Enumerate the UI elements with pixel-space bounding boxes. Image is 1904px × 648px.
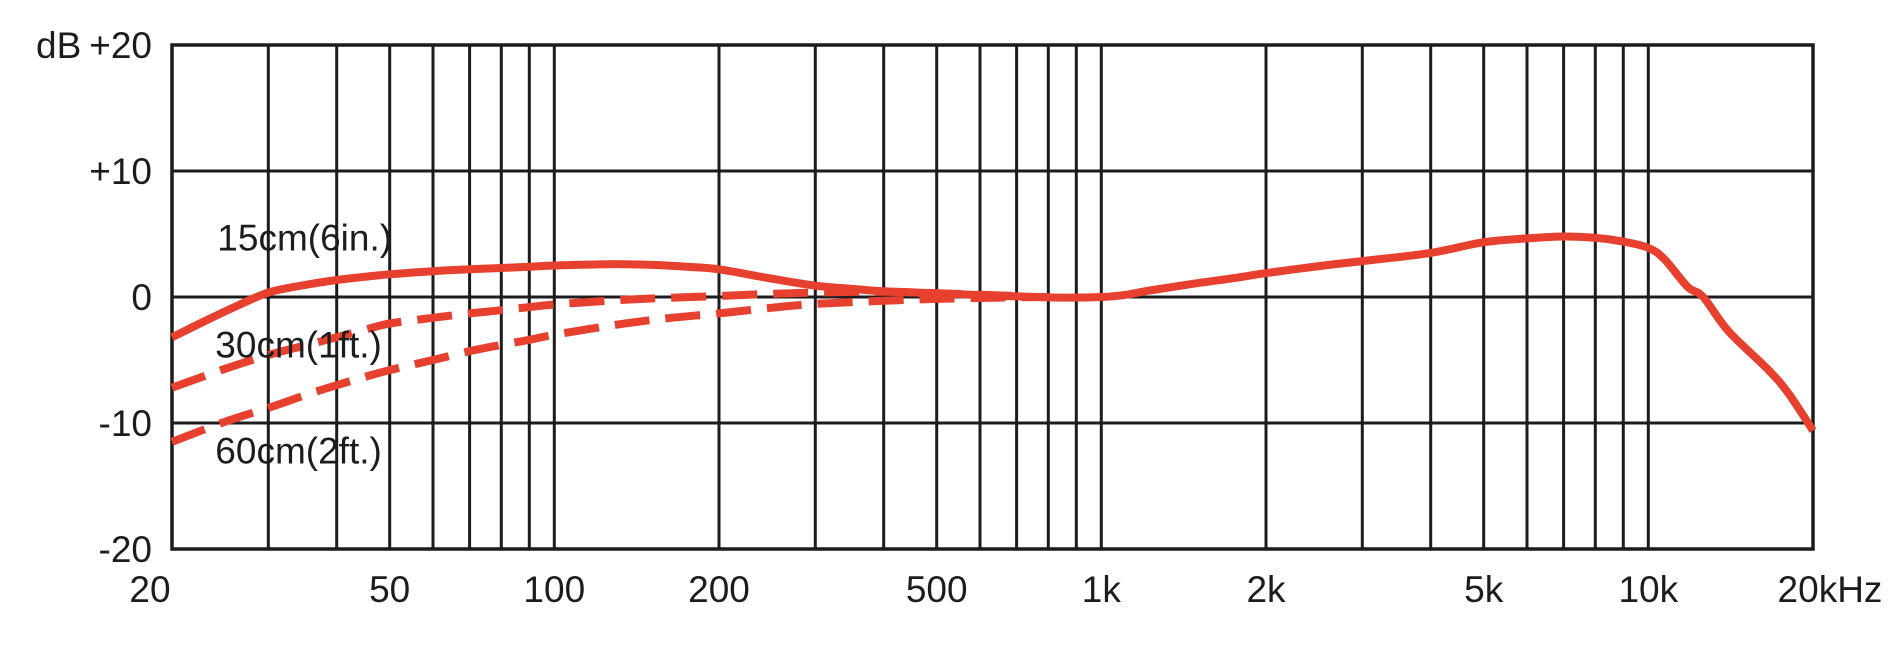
x-tick-label: 200 <box>688 569 750 610</box>
y-tick-label: +10 <box>89 151 152 192</box>
x-tick-label: 100 <box>523 569 585 610</box>
x-tick-label: 5k <box>1464 569 1504 610</box>
x-tick-label: 20kHz <box>1778 569 1883 610</box>
curve-60cm <box>170 293 1049 446</box>
x-tick-label: 500 <box>906 569 968 610</box>
x-tick-label: 10k <box>1618 569 1678 610</box>
curve-30cm <box>170 287 1017 392</box>
x-tick-label: 1k <box>1082 569 1122 610</box>
y-tick-label: -20 <box>99 529 152 570</box>
plot-border <box>170 43 1815 551</box>
x-tick-label: 50 <box>369 569 410 610</box>
y-tick-label: +20 <box>89 25 152 66</box>
curve-15cm <box>170 232 1817 433</box>
x-tick-label: 2k <box>1246 569 1286 610</box>
curve-label-30cm: 30cm(1ft.) <box>215 325 382 366</box>
curve-label-15cm: 15cm(6in.) <box>217 217 392 258</box>
y-axis-title: dB <box>36 25 81 66</box>
y-tick-label: -10 <box>99 403 152 444</box>
y-tick-label: 0 <box>131 277 152 318</box>
x-tick-label: 20 <box>129 569 170 610</box>
curve-label-60cm: 60cm(2ft.) <box>215 430 382 471</box>
